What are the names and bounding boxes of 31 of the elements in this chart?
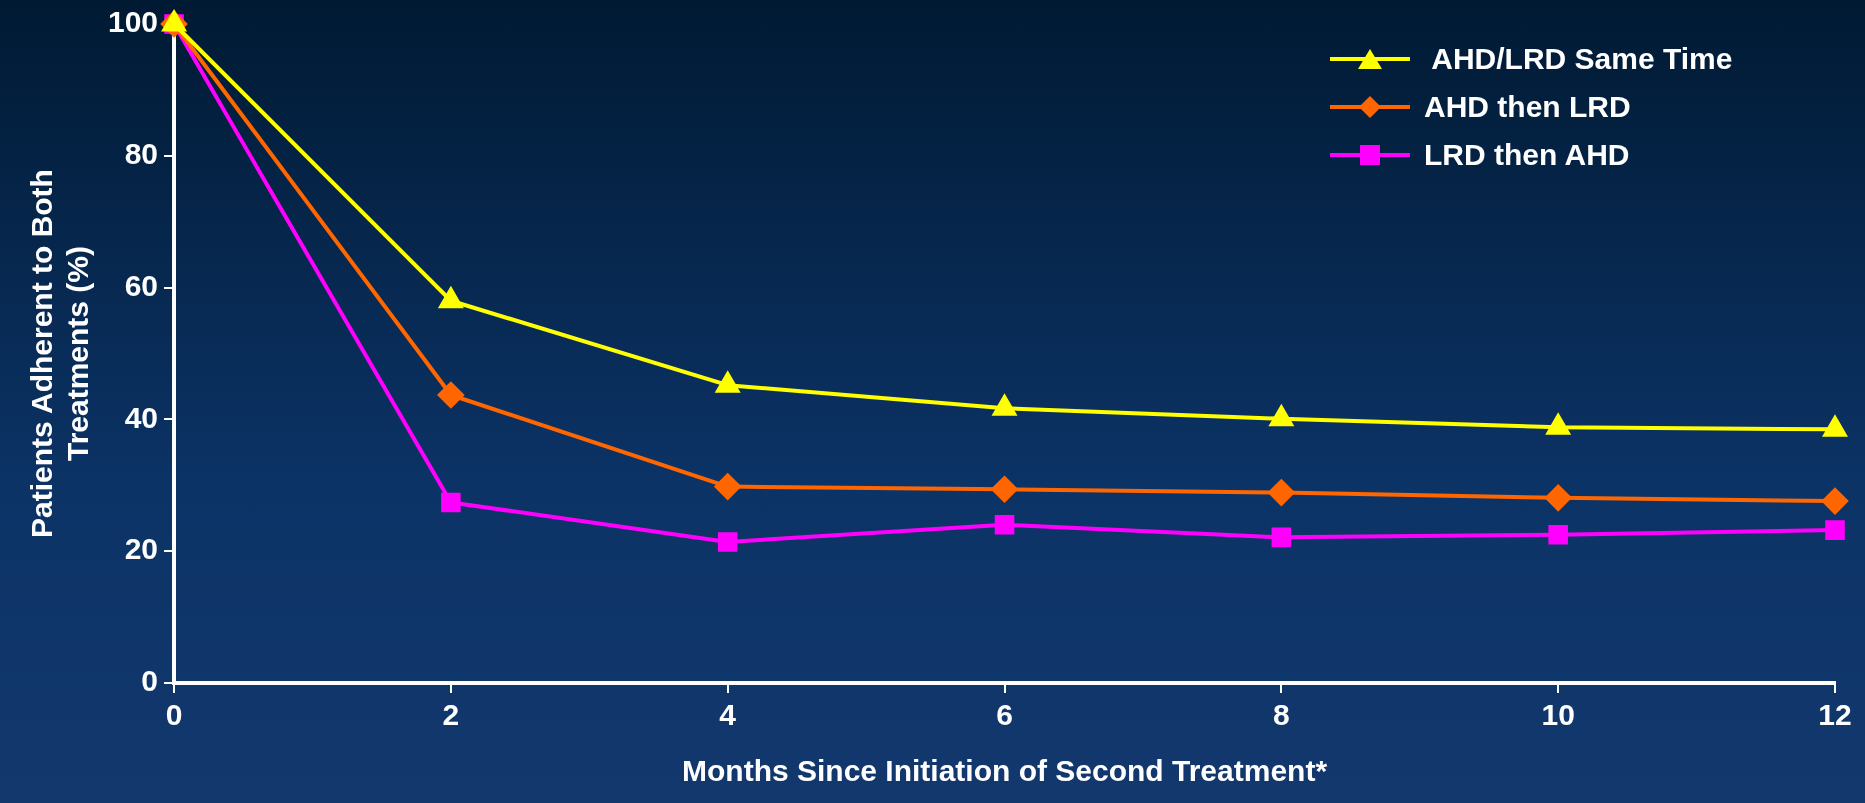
x-axis-title: Months Since Initiation of Second Treatment* — [682, 754, 1328, 788]
point — [437, 382, 464, 409]
y-tick-label: 60 — [124, 268, 159, 302]
y-tick-label: 40 — [124, 400, 159, 434]
x-tick-label: 8 — [1273, 698, 1290, 732]
x-tick-label: 4 — [719, 698, 737, 732]
point — [1268, 479, 1295, 506]
x-tick-label: 2 — [442, 698, 460, 732]
point — [1271, 527, 1292, 548]
legend-label: AHD/LRD Same Time — [1430, 42, 1733, 76]
point — [717, 532, 738, 552]
x-tick-label: 12 — [1818, 698, 1852, 732]
point — [1545, 484, 1572, 511]
point — [714, 473, 741, 500]
point — [994, 515, 1015, 535]
y-axis-title: Patients Adherent to Both Treatments (%) — [25, 169, 95, 538]
y-tick-label: 100 — [107, 5, 159, 39]
x-tick-label: 10 — [1541, 698, 1575, 732]
point — [1548, 524, 1568, 545]
legend-label: LRD then AHD — [1424, 138, 1630, 172]
legend-label: AHD then LRD — [1424, 90, 1631, 124]
x-tick-label: 0 — [165, 698, 183, 732]
x-tick-label: 6 — [996, 698, 1013, 732]
y-tick-label: 20 — [124, 532, 159, 566]
point — [1822, 488, 1848, 515]
point — [441, 492, 461, 513]
y-tick-label: 80 — [124, 137, 159, 171]
y-tick-label: 0 — [141, 664, 159, 698]
point — [991, 476, 1018, 503]
point — [716, 372, 740, 393]
point — [1825, 520, 1845, 540]
